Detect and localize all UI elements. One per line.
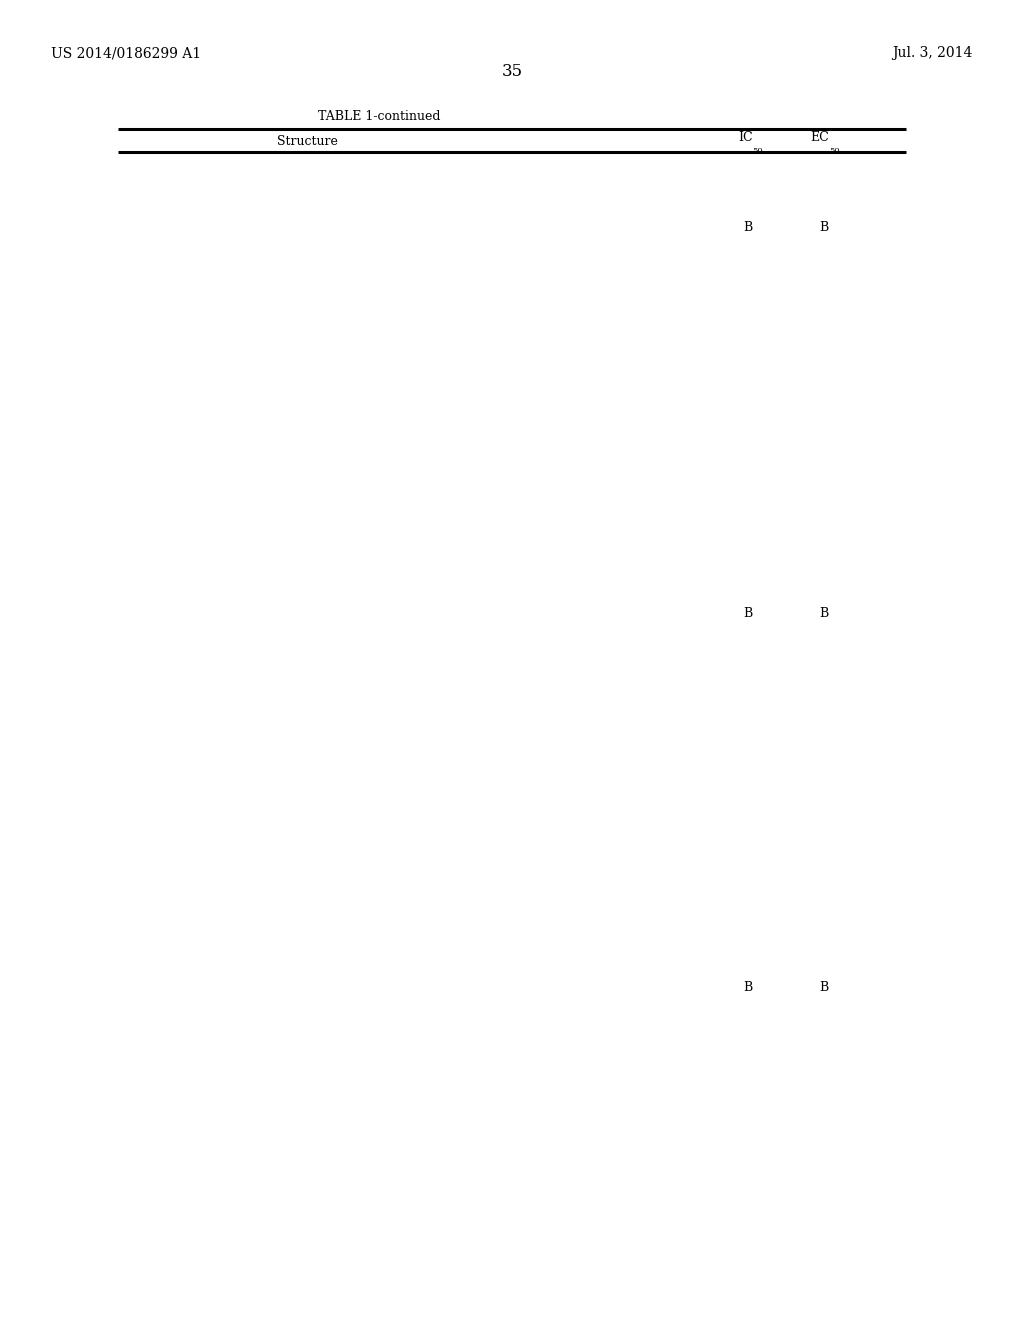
Text: TABLE 1-continued: TABLE 1-continued xyxy=(317,110,440,123)
Text: Structure: Structure xyxy=(276,135,338,148)
Text: 50: 50 xyxy=(753,147,763,154)
Text: B: B xyxy=(819,981,829,994)
Text: 50: 50 xyxy=(829,147,840,154)
Text: US 2014/0186299 A1: US 2014/0186299 A1 xyxy=(51,46,202,61)
Text: IC: IC xyxy=(738,131,753,144)
Text: EC: EC xyxy=(811,131,829,144)
Text: B: B xyxy=(819,220,829,234)
Text: B: B xyxy=(742,607,753,620)
Text: 35: 35 xyxy=(502,63,522,81)
Text: B: B xyxy=(742,981,753,994)
Text: Jul. 3, 2014: Jul. 3, 2014 xyxy=(893,46,973,61)
Text: B: B xyxy=(819,607,829,620)
Text: B: B xyxy=(742,220,753,234)
